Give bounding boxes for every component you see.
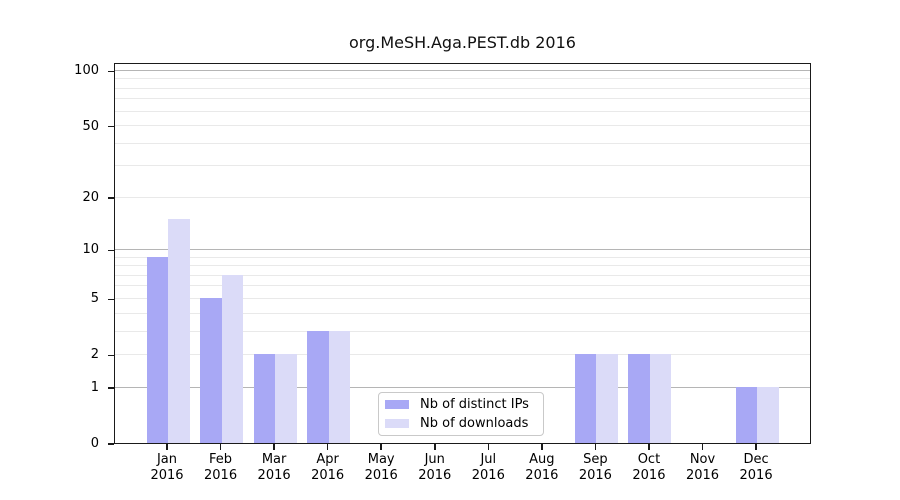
gridline-40 (115, 142, 810, 144)
x-tick-mark-oct (648, 444, 650, 450)
y-tick-mark-100 (108, 70, 114, 73)
bar-jan-distinct-ips (146, 257, 168, 443)
legend-label-distinct-ips: Nb of distinct IPs (420, 397, 529, 412)
bar-feb-downloads (221, 275, 244, 443)
y-tick-mark-20 (108, 197, 114, 199)
x-tick-mark-aug (541, 444, 543, 450)
x-tick-label-may: May 2016 (364, 452, 398, 483)
legend-label-downloads: Nb of downloads (420, 416, 529, 431)
x-tick-mark-jun (433, 444, 436, 450)
gridline-3 (115, 330, 810, 332)
bar-dec-distinct-ips (735, 387, 758, 443)
legend-item-distinct-ips: Nb of distinct IPs (385, 397, 543, 412)
y-tick-label-5: 5 (90, 291, 99, 307)
y-tick-mark-1 (108, 387, 114, 389)
gridline-50 (115, 125, 810, 127)
y-tick-mark-10 (108, 249, 114, 252)
x-tick-label-aug: Aug 2016 (525, 452, 559, 483)
gridline-70 (115, 98, 810, 100)
gridline-60 (115, 110, 810, 112)
gridline-80 (115, 87, 810, 89)
x-tick-label-jan: Jan 2016 (150, 452, 184, 483)
bar-mar-distinct-ips (253, 354, 276, 443)
bar-oct-downloads (649, 354, 672, 443)
x-tick-label-nov: Nov 2016 (685, 452, 720, 483)
y-tick-mark-0 (108, 443, 114, 445)
x-tick-mark-nov (701, 444, 704, 450)
bar-jan-downloads (168, 219, 190, 443)
gridline-20 (115, 196, 810, 198)
y-tick-label-10: 10 (82, 242, 99, 258)
x-tick-label-apr: Apr 2016 (311, 452, 345, 483)
gridline-5 (115, 297, 810, 299)
y-tick-label-100: 100 (74, 63, 99, 79)
gridline-100 (115, 69, 810, 71)
gridline-6 (115, 285, 810, 287)
x-tick-label-feb: Feb 2016 (204, 452, 238, 483)
y-tick-mark-2 (108, 354, 114, 357)
bar-mar-downloads (275, 354, 297, 443)
gridline-2 (115, 353, 810, 355)
gridline-30 (115, 165, 810, 167)
bar-sep-distinct-ips (574, 354, 597, 443)
y-tick-label-50: 50 (82, 118, 99, 134)
plot-area (114, 63, 811, 444)
x-tick-label-jun: Jun 2016 (418, 452, 452, 483)
x-tick-label-jul: Jul 2016 (471, 452, 505, 483)
chart-title: org.MeSH.Aga.PEST.db 2016 (349, 33, 576, 52)
bar-feb-distinct-ips (200, 298, 222, 443)
gridline-10 (115, 248, 810, 250)
x-tick-label-mar: Mar 2016 (257, 452, 291, 483)
bar-dec-downloads (757, 387, 779, 443)
gridline-9 (115, 256, 810, 258)
legend-swatch-downloads (385, 419, 409, 428)
x-tick-mark-jan (166, 444, 168, 450)
x-tick-mark-feb (219, 444, 222, 450)
gridline-90 (115, 78, 810, 80)
x-tick-label-sep: Sep 2016 (578, 452, 612, 483)
x-tick-label-dec: Dec 2016 (739, 452, 773, 483)
bar-sep-downloads (596, 354, 618, 443)
bar-apr-downloads (328, 331, 351, 443)
x-tick-mark-may (380, 444, 382, 450)
y-axis: 100 50 20 10 5 2 1 0 (0, 63, 114, 451)
x-tick-mark-dec (755, 444, 757, 450)
x-axis: Jan 2016 Feb 2016 Mar 2016 Apr 2016 May 2016 Jun 20… (114, 444, 811, 494)
y-tick-label-1: 1 (90, 380, 99, 396)
x-tick-mark-apr (326, 444, 329, 450)
y-tick-mark-5 (108, 298, 114, 301)
y-tick-mark-50 (108, 125, 114, 128)
bar-apr-distinct-ips (307, 331, 329, 443)
y-tick-label-0: 0 (90, 436, 99, 451)
legend-swatch-distinct-ips (385, 400, 409, 409)
gridline-4 (115, 312, 810, 314)
gridline-1 (115, 386, 810, 388)
x-tick-label-oct: Oct 2016 (632, 452, 666, 483)
y-tick-label-2: 2 (90, 347, 99, 363)
x-tick-mark-jul (487, 444, 490, 450)
gridline-8 (115, 265, 810, 267)
y-tick-label-20: 20 (82, 190, 99, 206)
gridline-7 (115, 274, 810, 276)
legend: Nb of distinct IPs Nb of downloads (378, 392, 544, 436)
x-tick-mark-sep (594, 444, 597, 450)
x-tick-mark-mar (273, 444, 275, 450)
legend-item-downloads: Nb of downloads (385, 416, 543, 431)
bar-oct-distinct-ips (628, 354, 650, 443)
